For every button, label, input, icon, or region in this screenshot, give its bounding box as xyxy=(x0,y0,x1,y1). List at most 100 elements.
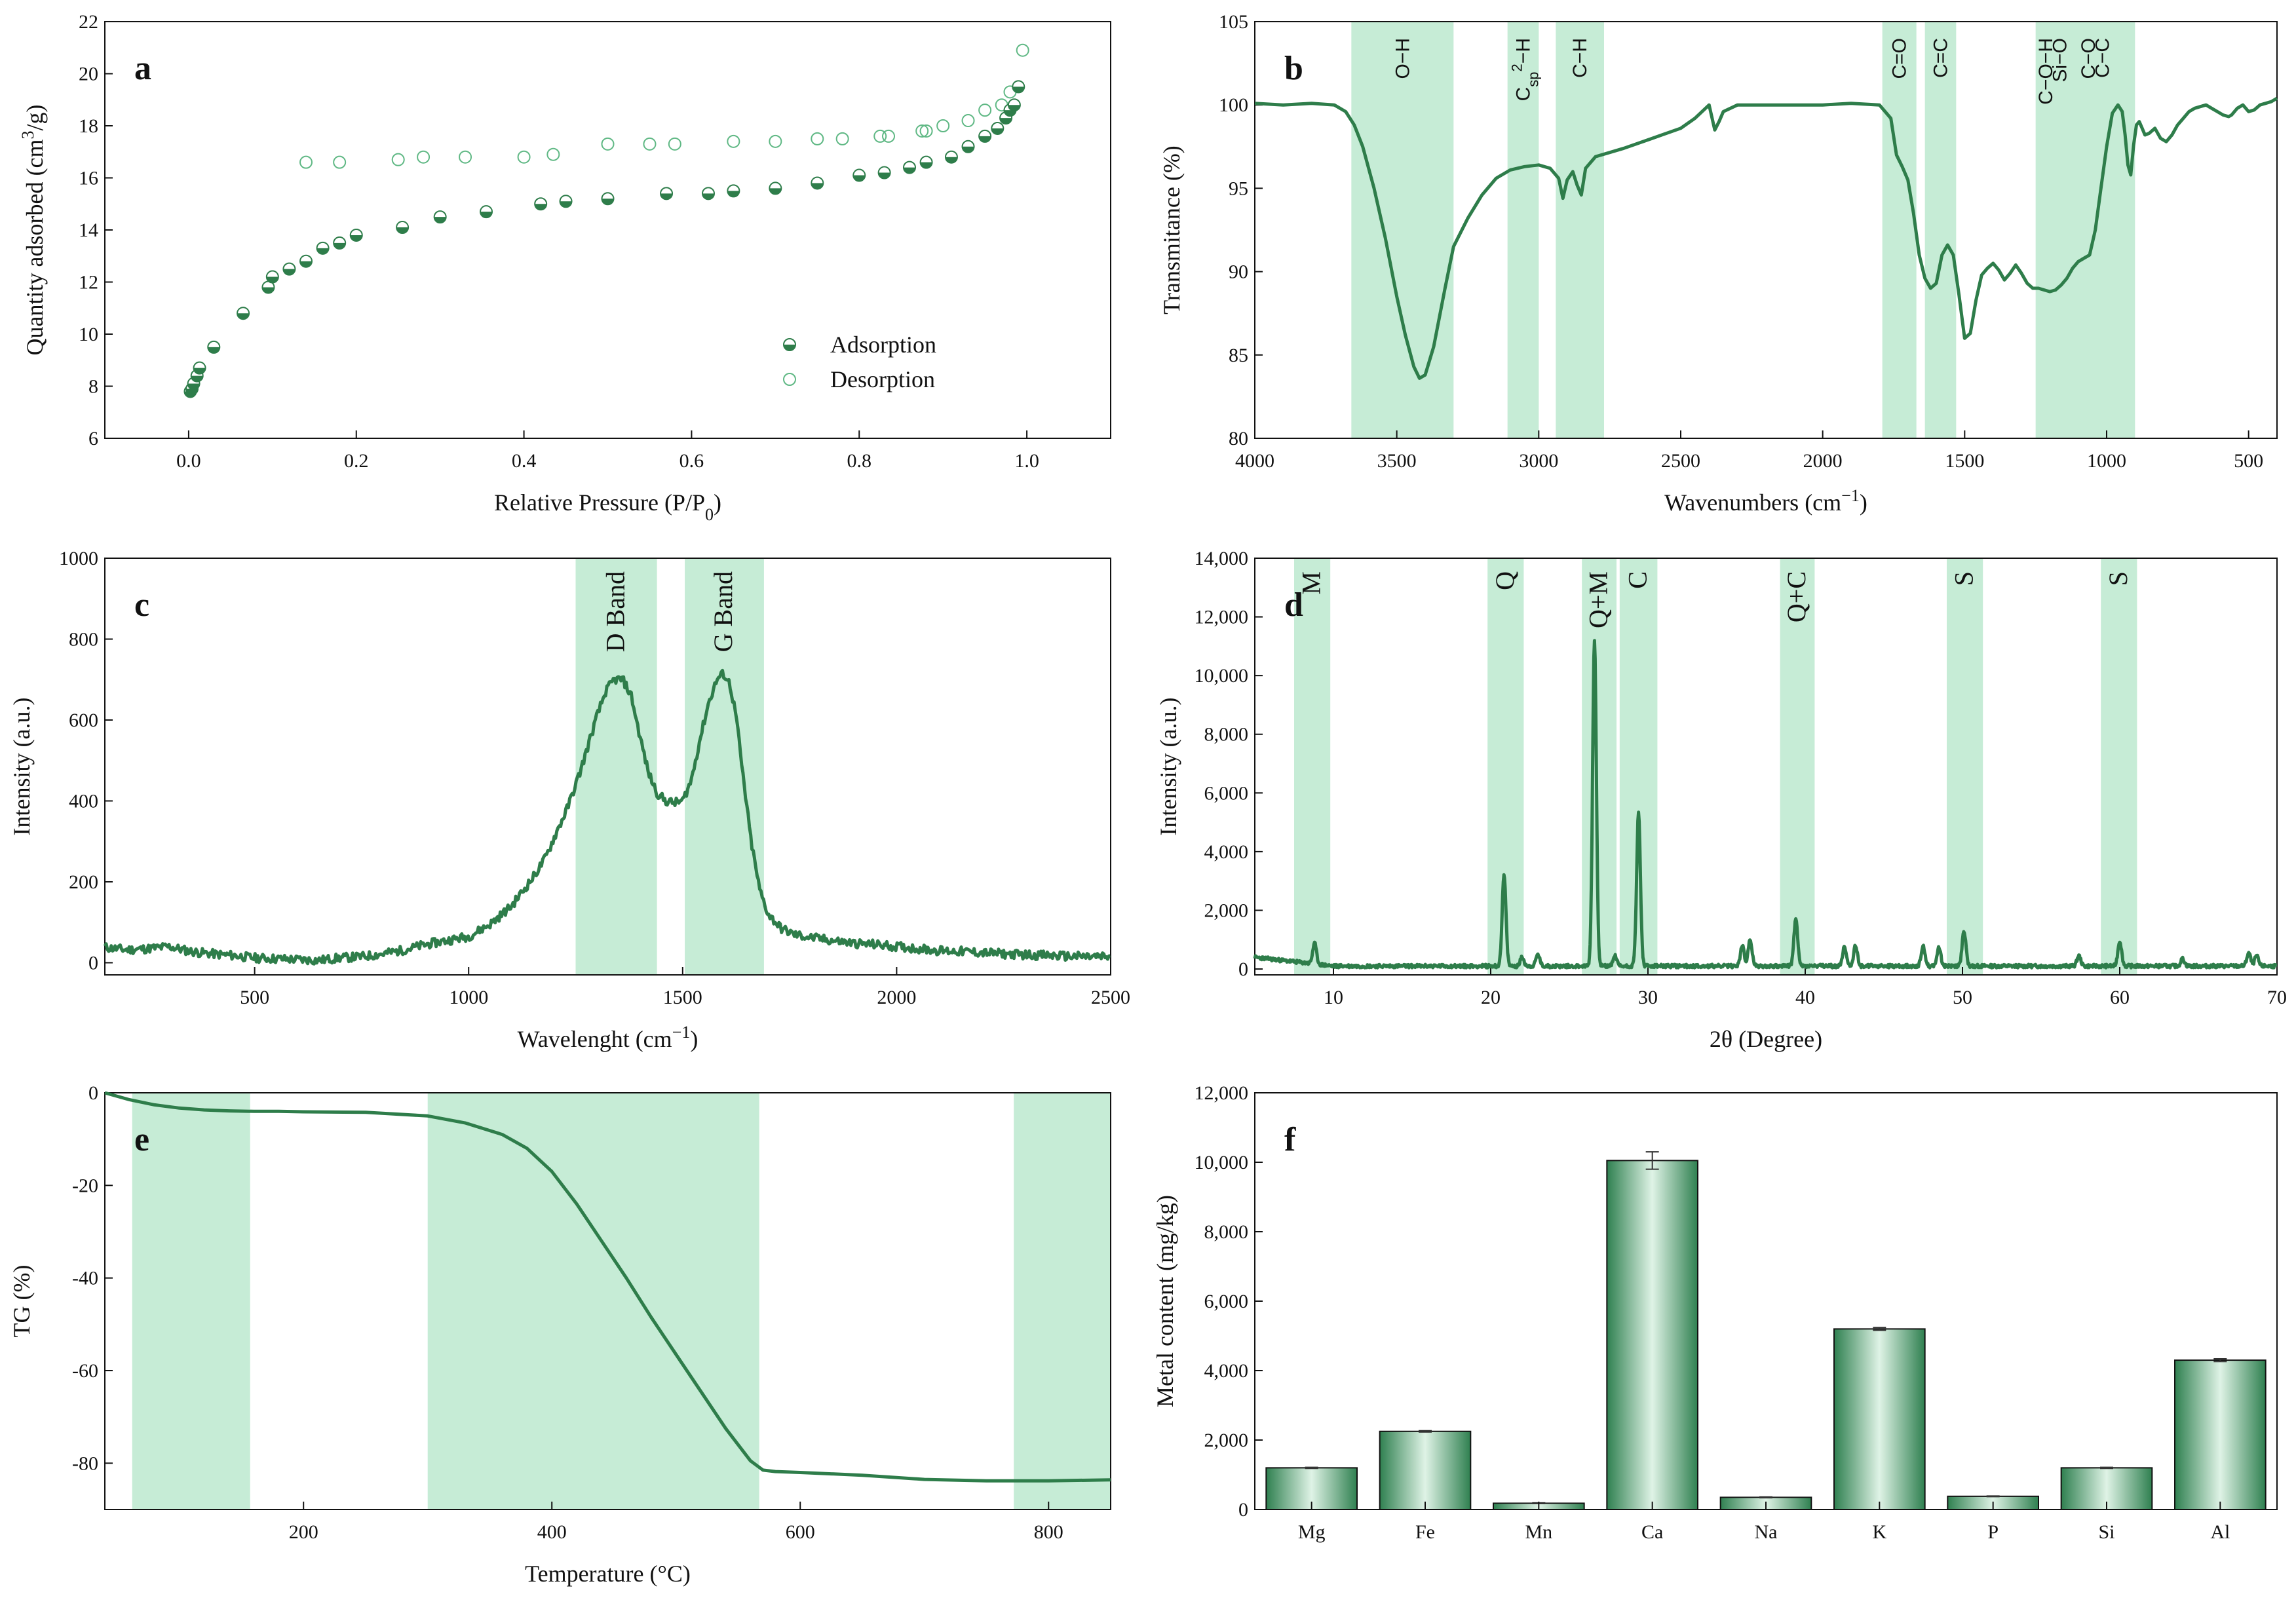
adsorption-point xyxy=(961,140,975,153)
y-axis-label: TG (%) xyxy=(9,1265,35,1338)
x-axis-label: Wavenumbers (cm−1) xyxy=(1664,486,1867,516)
desorption-point xyxy=(919,124,933,138)
adsorption-point xyxy=(877,166,891,180)
y-tick-label: 105 xyxy=(1219,11,1248,33)
legend-desorption-label: Desorption xyxy=(830,366,935,392)
legend-adsorption-label: Adsorption xyxy=(830,332,936,358)
highlight-band xyxy=(685,558,764,975)
adsorption-point xyxy=(702,187,715,200)
y-tick-label: 0 xyxy=(1238,1499,1248,1521)
marker-fill xyxy=(853,175,866,181)
panel-letter: f xyxy=(1284,1121,1296,1158)
y-tick-label: 85 xyxy=(1229,345,1248,366)
highlight-band xyxy=(1780,558,1815,975)
x-axis-label: Wavelenght (cm−1) xyxy=(518,1023,698,1053)
desorption-point xyxy=(936,119,950,132)
highlight-band xyxy=(1924,22,1957,438)
x-tick-label: P xyxy=(1987,1521,1999,1543)
desorption-point xyxy=(961,114,975,128)
desorption-point xyxy=(643,137,657,151)
x-tick-label: 50 xyxy=(1953,987,1972,1008)
x-tick-label: 2000 xyxy=(1803,450,1843,472)
legend-adsorption-marker xyxy=(783,338,796,351)
adsorption-point xyxy=(265,270,279,284)
y-axis-label: Intensity (a.u.) xyxy=(1155,698,1181,836)
panel-letter: b xyxy=(1284,50,1303,87)
marker-fill xyxy=(187,383,200,390)
y-tick-label: -20 xyxy=(72,1175,98,1196)
chart-d: 10 20 30 40 50 60 70 0 2,000 4,000 6,000 8,000 10,00… xyxy=(1155,548,2287,1052)
desorption-point xyxy=(882,129,896,143)
y-tick-label: 8,000 xyxy=(1204,724,1249,746)
y-tick-label: 400 xyxy=(69,790,98,812)
band-label: M xyxy=(1297,571,1326,595)
x-tick-label: 1.0 xyxy=(1014,450,1039,472)
y-tick-label: 18 xyxy=(79,115,98,137)
highlight-band xyxy=(1014,1093,1111,1509)
x-tick-label: 1500 xyxy=(663,987,702,1008)
marker-fill xyxy=(193,368,206,374)
x-tick-label: 500 xyxy=(240,987,269,1008)
bar-k xyxy=(1833,1328,1926,1511)
y-tick-label: -40 xyxy=(72,1268,98,1289)
y-tick-label: -80 xyxy=(72,1452,98,1474)
marker-fill xyxy=(920,162,932,168)
x-tick-label: 400 xyxy=(537,1521,567,1543)
marker-fill xyxy=(208,347,220,353)
adsorption-point xyxy=(433,210,447,224)
marker-fill xyxy=(186,389,199,395)
desorption-point xyxy=(546,147,560,161)
x-tick-label: 40 xyxy=(1795,987,1815,1008)
adsorption-point xyxy=(207,340,221,354)
desorption-point xyxy=(811,132,824,145)
desorption-point xyxy=(769,134,782,148)
marker-fill xyxy=(316,248,329,254)
marker-fill xyxy=(262,287,275,294)
x-tick-label: 500 xyxy=(2234,450,2263,472)
band-label: Q xyxy=(1490,571,1520,590)
x-tick-label: 0.0 xyxy=(176,450,201,472)
band-label: Csp2−H xyxy=(1508,38,1541,101)
adsorption-point xyxy=(978,129,992,143)
band-label: C−O xyxy=(2078,38,2099,79)
adsorption-point xyxy=(601,192,615,206)
plot-frame xyxy=(104,1092,1111,1510)
x-tick-label: 20 xyxy=(1481,987,1501,1008)
adsorption-point xyxy=(991,121,1004,135)
band-label: G Band xyxy=(708,571,738,652)
adsorption-point xyxy=(903,161,916,174)
x-tick-label: 1000 xyxy=(2087,450,2126,472)
adsorption-point xyxy=(299,254,313,268)
y-axis-label: Intensity (a.u.) xyxy=(9,698,35,836)
bar-fe xyxy=(1379,1430,1472,1510)
band-label: S xyxy=(2103,571,2133,586)
adsorption-point xyxy=(480,205,493,219)
y-tick-label: 10,000 xyxy=(1195,665,1249,687)
marker-fill xyxy=(784,345,795,351)
desorption-point xyxy=(978,104,992,117)
x-tick-label: Mn xyxy=(1525,1521,1552,1543)
chart-e: 200 400 600 800 0 -20 -40 -60 -80 e Temperature (°… xyxy=(9,1082,1111,1587)
panel-letter: c xyxy=(134,586,149,624)
marker-fill xyxy=(660,193,673,200)
y-axis-label: Transmitance (%) xyxy=(1158,145,1185,314)
adsorption-point xyxy=(660,187,674,200)
desorption-point xyxy=(601,137,615,151)
x-tick-label: 200 xyxy=(289,1521,318,1543)
band-label: Q+C xyxy=(1782,571,1811,622)
x-tick-label: 1500 xyxy=(1945,450,1984,472)
x-tick-label: 800 xyxy=(1034,1521,1063,1543)
adsorption-point xyxy=(534,197,548,211)
marker-fill xyxy=(1004,110,1016,117)
x-tick-label: 2000 xyxy=(877,987,916,1008)
band-label: C−H xyxy=(1569,38,1591,78)
x-tick-label: 3000 xyxy=(1519,450,1558,472)
desorption-point xyxy=(517,150,531,164)
highlight-band xyxy=(2101,558,2137,975)
y-tick-label: 600 xyxy=(69,710,98,731)
desorption-point xyxy=(391,153,405,166)
x-tick-label: 0.8 xyxy=(847,450,872,472)
x-tick-label: 30 xyxy=(1638,987,1658,1008)
desorption-point xyxy=(333,155,347,169)
